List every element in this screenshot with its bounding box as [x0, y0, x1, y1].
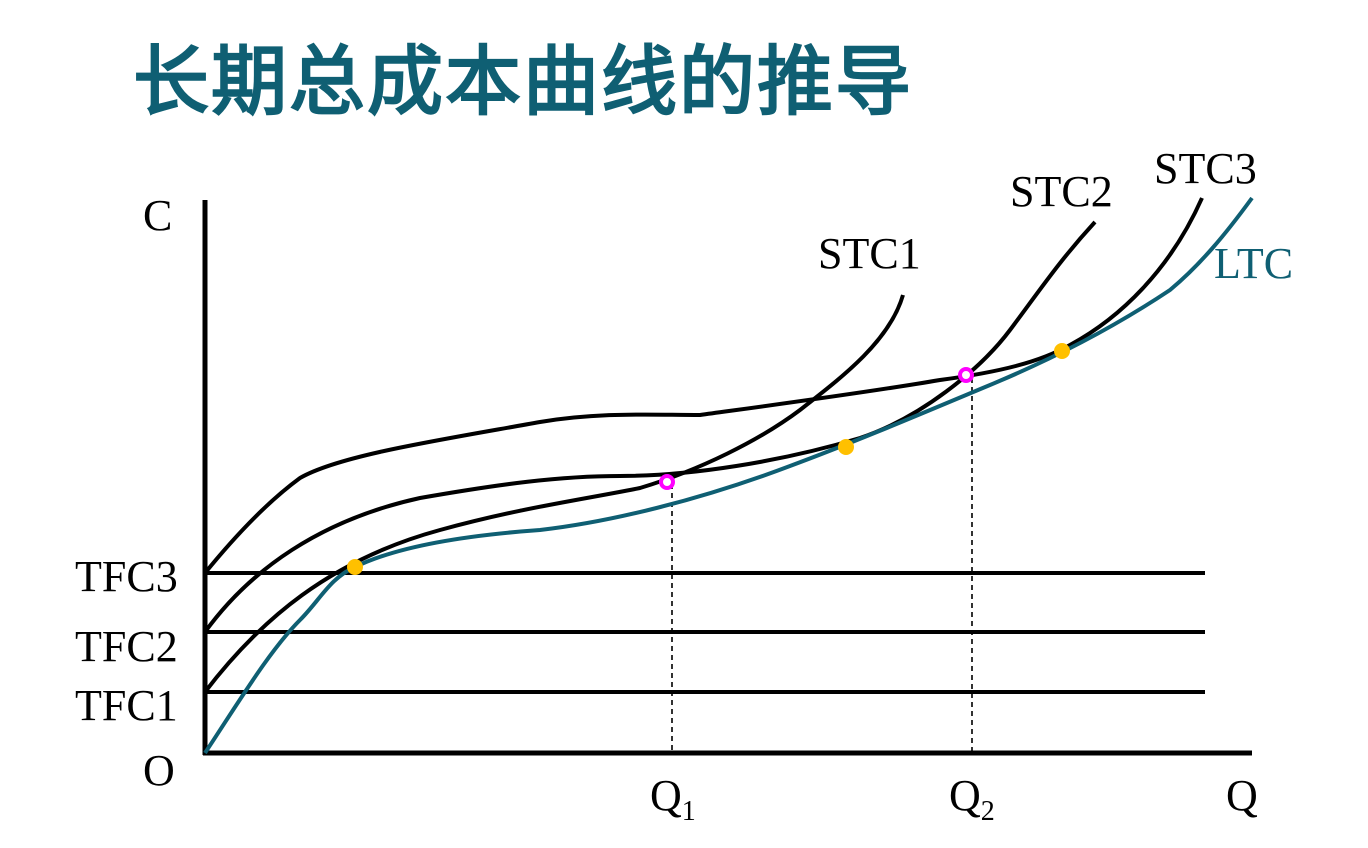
stc3-curve [203, 197, 1204, 575]
intersection-point-q2 [958, 367, 974, 383]
tangent-point-ltc-stc3 [1054, 343, 1070, 359]
q1-label: Q1 [650, 771, 696, 827]
stc3-label: STC3 [1154, 144, 1257, 193]
tangent-point-ltc-stc1 [347, 559, 363, 575]
stc1-curve [203, 294, 905, 694]
stc2-curve [203, 220, 1097, 634]
page-title: 长期总成本曲线的推导 [133, 37, 913, 126]
y-axis-label: C [143, 191, 172, 240]
ltc-curve [203, 196, 1254, 755]
q1-label-sub: 1 [682, 796, 696, 827]
tfc1-label: TFC1 [75, 681, 178, 730]
stc1-label: STC1 [818, 229, 921, 278]
q2-label-main: Q [949, 771, 981, 820]
q2-label-sub: 2 [981, 796, 995, 827]
intersection-point-q1 [659, 474, 675, 490]
stc2-label: STC2 [1010, 167, 1113, 216]
tangent-point-ltc-stc2 [838, 439, 854, 455]
tfc2-label: TFC2 [75, 622, 178, 671]
ltc-label: LTC [1214, 239, 1293, 288]
x-axis-label: Q [1226, 771, 1258, 820]
q2-label: Q2 [949, 771, 995, 827]
tfc3-label: TFC3 [75, 552, 178, 601]
origin-label: O [143, 746, 175, 795]
q1-label-main: Q [650, 771, 682, 820]
